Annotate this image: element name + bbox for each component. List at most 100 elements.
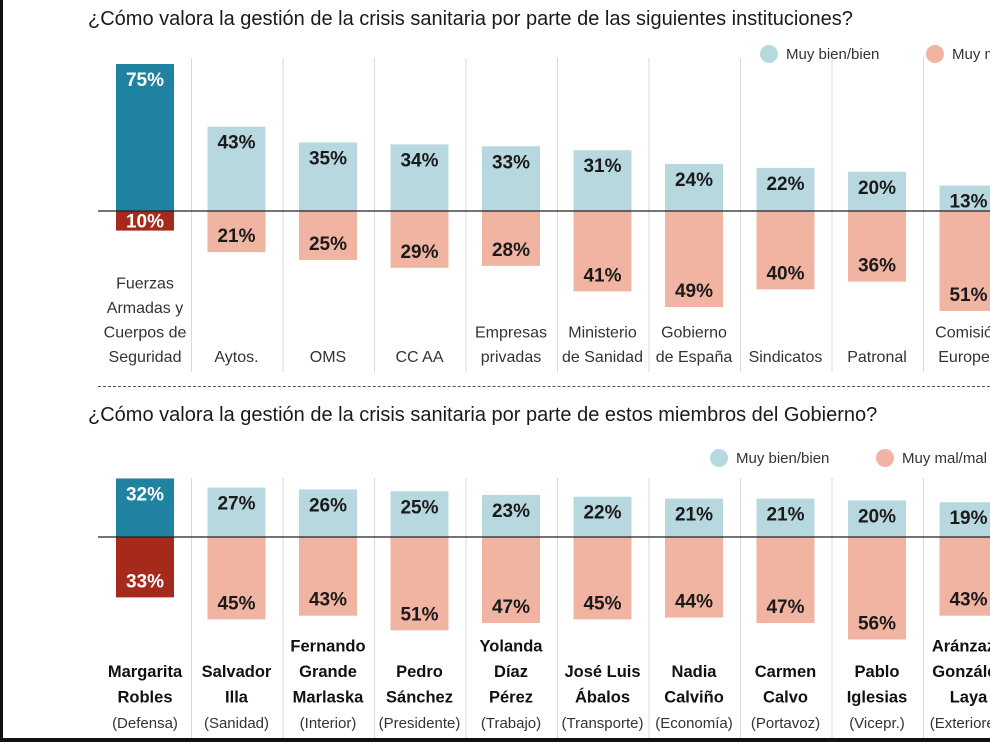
value-label-positive: 34%	[400, 150, 438, 171]
member-name-line: Fernando	[290, 638, 365, 656]
value-label-positive: 22%	[766, 174, 804, 195]
bar-positive	[207, 126, 266, 211]
value-label-positive: 25%	[400, 497, 438, 518]
bar-positive	[939, 502, 990, 537]
bar-positive	[116, 64, 174, 211]
value-label-negative: 21%	[217, 226, 255, 247]
bar-positive	[848, 171, 906, 211]
bar-negative	[482, 211, 540, 266]
member-name-line: Robles	[117, 689, 172, 707]
member-role: (Sanidad)	[204, 715, 269, 732]
category-label-line: Europea	[938, 349, 990, 366]
value-label-positive: 27%	[217, 494, 255, 515]
institutions-bar-chart: 75% 10% Fuerzas Armadas y Cuerpos de Segurida…	[98, 58, 990, 372]
bar-negative	[573, 537, 632, 620]
value-label-positive: 19%	[949, 508, 987, 529]
member-role: (Presidente)	[379, 715, 461, 732]
category-label-line: Sindicatos	[749, 349, 823, 366]
category-label-line: Patronal	[847, 349, 907, 366]
bar-positive	[116, 478, 174, 537]
value-label-positive: 21%	[766, 505, 804, 526]
bar-negative	[299, 537, 357, 616]
value-label-positive: 32%	[126, 484, 164, 505]
value-label-negative: 47%	[766, 597, 804, 618]
member-role: (Exteriores)	[930, 715, 990, 732]
legend-label-negative: Muy m	[952, 45, 990, 63]
value-label-positive: 22%	[583, 503, 621, 524]
member-name-line: Ábalos	[575, 688, 630, 707]
bar-negative	[116, 537, 174, 598]
category-label-line: Seguridad	[109, 349, 182, 366]
bar-negative	[299, 211, 357, 260]
bar-negative	[390, 211, 449, 268]
value-label-negative: 25%	[309, 234, 347, 255]
value-label-positive: 35%	[309, 148, 347, 169]
value-label-positive: 20%	[858, 178, 896, 199]
bar-positive	[848, 500, 906, 537]
value-label-negative: 40%	[766, 263, 804, 284]
bar-negative	[665, 211, 723, 308]
bar-negative	[116, 211, 174, 231]
value-label-negative: 51%	[400, 604, 438, 625]
member-name-line: Salvador	[202, 663, 272, 681]
bar-positive	[756, 167, 815, 211]
member-role: (Economía)	[655, 715, 733, 732]
chart1-legend-negative: Muy m	[926, 45, 990, 63]
value-label-negative: 44%	[675, 592, 713, 613]
frame-left-border	[0, 0, 3, 742]
category-label-line: privadas	[481, 349, 541, 366]
bar-positive	[482, 146, 540, 211]
member-name-line: Iglesias	[847, 689, 908, 707]
value-label-positive: 43%	[217, 133, 255, 154]
bar-negative	[665, 537, 723, 618]
value-label-negative: 47%	[492, 597, 530, 618]
bar-positive	[207, 487, 266, 537]
bar-positive	[390, 144, 449, 211]
chart1-legend-positive: Muy bien/bien	[760, 45, 879, 63]
bar-negative	[207, 537, 266, 620]
category-label-line: CC AA	[395, 349, 443, 366]
value-label-negative: 43%	[309, 590, 347, 611]
legend-label-positive: Muy bien/bien	[786, 45, 880, 63]
value-label-negative: 10%	[126, 212, 164, 233]
bar-positive	[665, 163, 723, 211]
legend-label-negative: Muy mal/mal	[902, 449, 988, 467]
chart2-legend-negative: Muy mal/mal	[876, 449, 987, 467]
value-label-positive: 33%	[492, 152, 530, 173]
member-name-line: Carmen	[755, 663, 816, 681]
legend-swatch-negative	[926, 45, 944, 63]
member-role: (Trabajo)	[481, 715, 541, 732]
bar-negative	[939, 537, 990, 616]
value-label-positive: 75%	[126, 70, 164, 91]
member-role: (Transporte)	[562, 715, 644, 732]
bar-positive	[299, 142, 357, 211]
chart2-title: ¿Cómo valora la gestión de la crisis san…	[88, 404, 878, 426]
bar-negative	[207, 211, 266, 253]
chart1-title: ¿Cómo valora la gestión de la crisis san…	[88, 8, 853, 30]
member-name-line: González	[932, 663, 990, 681]
category-label-line: Empresas	[475, 325, 547, 342]
value-label-negative: 28%	[492, 240, 530, 261]
member-name-line: Nadia	[672, 663, 718, 681]
member-name-line: Yolanda	[480, 638, 544, 656]
bar-negative	[390, 537, 449, 631]
value-label-negative: 51%	[949, 285, 987, 306]
value-label-negative: 49%	[675, 281, 713, 302]
category-label-line: OMS	[310, 349, 346, 366]
value-label-negative: 45%	[583, 593, 621, 614]
bar-negative	[939, 211, 990, 311]
value-label-negative: 33%	[126, 571, 164, 592]
bar-positive	[573, 496, 632, 537]
member-name-line: Díaz	[494, 663, 528, 681]
member-name-line: Pérez	[489, 689, 533, 707]
member-role: (Interior)	[300, 715, 357, 732]
value-label-positive: 20%	[858, 506, 896, 527]
member-name-line: Pedro	[396, 663, 443, 681]
member-role: (Vicepr.)	[849, 715, 905, 732]
value-label-positive: 24%	[675, 170, 713, 191]
category-label-line: de España	[656, 349, 733, 366]
member-name-line: Aránzazu	[932, 638, 990, 656]
value-label-positive: 13%	[949, 192, 987, 213]
member-name-line: José Luis	[564, 663, 640, 681]
category-label-line: Aytos.	[214, 349, 258, 366]
